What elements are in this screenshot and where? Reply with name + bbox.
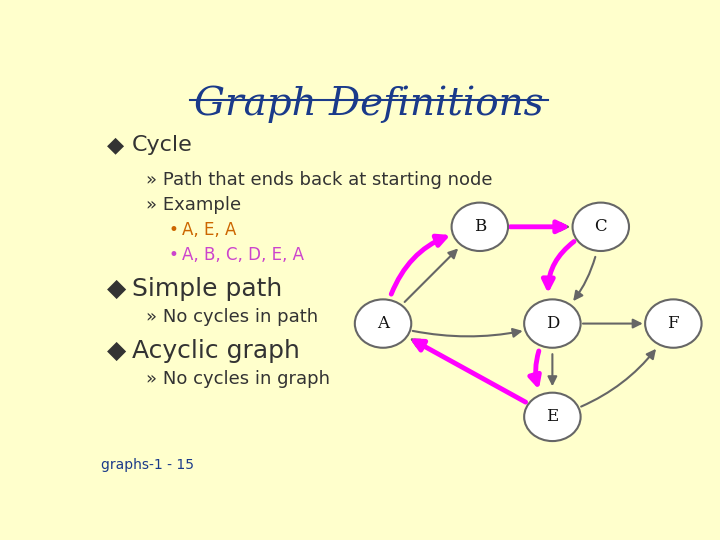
Circle shape xyxy=(572,202,629,251)
Text: Graph Definitions: Graph Definitions xyxy=(194,85,544,123)
Text: » No cycles in graph: » No cycles in graph xyxy=(145,370,330,388)
Circle shape xyxy=(355,299,411,348)
Circle shape xyxy=(645,299,701,348)
Text: A, E, A: A, E, A xyxy=(182,221,236,239)
Text: E: E xyxy=(546,408,559,426)
Circle shape xyxy=(451,202,508,251)
Text: Acyclic graph: Acyclic graph xyxy=(132,339,300,363)
Text: F: F xyxy=(667,315,679,332)
Text: ◆: ◆ xyxy=(107,339,126,363)
Text: C: C xyxy=(595,218,607,235)
Text: ◆: ◆ xyxy=(107,136,124,156)
Text: » Example: » Example xyxy=(145,196,241,214)
Text: Simple path: Simple path xyxy=(132,277,282,301)
Text: B: B xyxy=(474,218,486,235)
Circle shape xyxy=(524,299,580,348)
Text: •: • xyxy=(168,246,178,264)
Text: » No cycles in path: » No cycles in path xyxy=(145,308,318,326)
Text: » Path that ends back at starting node: » Path that ends back at starting node xyxy=(145,171,492,189)
Circle shape xyxy=(524,393,580,441)
Text: D: D xyxy=(546,315,559,332)
Text: Cycle: Cycle xyxy=(132,136,193,156)
Text: A: A xyxy=(377,315,389,332)
Text: •: • xyxy=(168,221,178,239)
Text: graphs-1 - 15: graphs-1 - 15 xyxy=(101,458,194,472)
Text: A, B, C, D, E, A: A, B, C, D, E, A xyxy=(182,246,304,264)
Text: ◆: ◆ xyxy=(107,277,126,301)
